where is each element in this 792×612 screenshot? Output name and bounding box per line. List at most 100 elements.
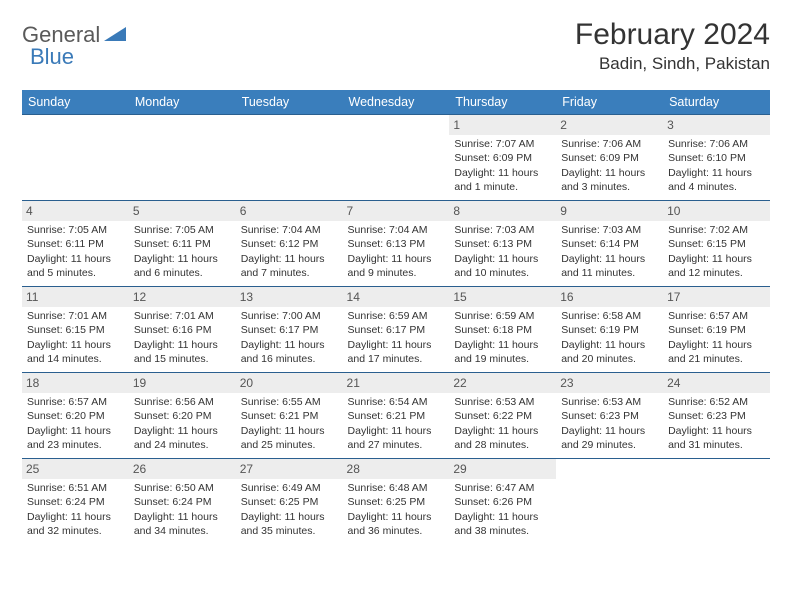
sunrise-text: Sunrise: 6:58 AM (561, 309, 658, 323)
day-number: 6 (236, 201, 343, 221)
location: Badin, Sindh, Pakistan (575, 54, 770, 74)
day-number: 18 (22, 373, 129, 393)
sunset-text: Sunset: 6:20 PM (134, 409, 231, 423)
daylight-text: Daylight: 11 hours and 35 minutes. (241, 510, 338, 538)
sunset-text: Sunset: 6:25 PM (241, 495, 338, 509)
calendar-day-cell: 5Sunrise: 7:05 AMSunset: 6:11 PMDaylight… (129, 201, 236, 287)
calendar-day-cell: 1Sunrise: 7:07 AMSunset: 6:09 PMDaylight… (449, 115, 556, 201)
calendar-day-cell: 9Sunrise: 7:03 AMSunset: 6:14 PMDaylight… (556, 201, 663, 287)
calendar-day-cell: 15Sunrise: 6:59 AMSunset: 6:18 PMDayligh… (449, 287, 556, 373)
sunset-text: Sunset: 6:17 PM (348, 323, 445, 337)
daylight-text: Daylight: 11 hours and 15 minutes. (134, 338, 231, 366)
daylight-text: Daylight: 11 hours and 10 minutes. (454, 252, 551, 280)
daylight-text: Daylight: 11 hours and 1 minute. (454, 166, 551, 194)
sunrise-text: Sunrise: 7:04 AM (241, 223, 338, 237)
calendar-day-cell: 20Sunrise: 6:55 AMSunset: 6:21 PMDayligh… (236, 373, 343, 459)
calendar-week-row: 11Sunrise: 7:01 AMSunset: 6:15 PMDayligh… (22, 287, 770, 373)
day-number: 9 (556, 201, 663, 221)
daylight-text: Daylight: 11 hours and 31 minutes. (668, 424, 765, 452)
calendar-day-cell: 29Sunrise: 6:47 AMSunset: 6:26 PMDayligh… (449, 459, 556, 545)
calendar-day-cell: 24 Sunrise: 6:52 AMSunset: 6:23 PMDayligh… (663, 373, 770, 459)
calendar-day-cell: . (663, 459, 770, 545)
daylight-text: Daylight: 11 hours and 29 minutes. (561, 424, 658, 452)
sunset-text: Sunset: 6:24 PM (134, 495, 231, 509)
calendar-day-cell: 13Sunrise: 7:00 AMSunset: 6:17 PMDayligh… (236, 287, 343, 373)
calendar-day-cell: 25Sunrise: 6:51 AMSunset: 6:24 PMDayligh… (22, 459, 129, 545)
calendar-day-cell: 22Sunrise: 6:53 AMSunset: 6:22 PMDayligh… (449, 373, 556, 459)
calendar-week-row: 4Sunrise: 7:05 AMSunset: 6:11 PMDaylight… (22, 201, 770, 287)
sunset-text: Sunset: 6:16 PM (134, 323, 231, 337)
day-number: 15 (449, 287, 556, 307)
brand-part2-wrap: Blue (30, 44, 74, 70)
sunset-text: Sunset: 6:18 PM (454, 323, 551, 337)
sunrise-text: Sunrise: 7:05 AM (134, 223, 231, 237)
calendar-day-cell: 21Sunrise: 6:54 AMSunset: 6:21 PMDayligh… (343, 373, 450, 459)
sunset-text: Sunset: 6:12 PM (241, 237, 338, 251)
calendar-body: ....1Sunrise: 7:07 AMSunset: 6:09 PMDayl… (22, 115, 770, 545)
daylight-text: Daylight: 11 hours and 23 minutes. (27, 424, 124, 452)
calendar-day-cell: 19Sunrise: 6:56 AMSunset: 6:20 PMDayligh… (129, 373, 236, 459)
day-number: 21 (343, 373, 450, 393)
calendar-day-cell: 11Sunrise: 7:01 AMSunset: 6:15 PMDayligh… (22, 287, 129, 373)
sunrise-text: Sunrise: 6:55 AM (241, 395, 338, 409)
daylight-text: Daylight: 11 hours and 19 minutes. (454, 338, 551, 366)
calendar-week-row: 18Sunrise: 6:57 AMSunset: 6:20 PMDayligh… (22, 373, 770, 459)
day-number: 24 (663, 373, 770, 393)
daylight-text: Daylight: 11 hours and 6 minutes. (134, 252, 231, 280)
sunset-text: Sunset: 6:09 PM (561, 151, 658, 165)
sunset-text: Sunset: 6:13 PM (348, 237, 445, 251)
title-block: February 2024 Badin, Sindh, Pakistan (575, 18, 770, 74)
weekday-header: Wednesday (343, 90, 450, 115)
day-number: 8 (449, 201, 556, 221)
sunrise-text: Sunrise: 7:07 AM (454, 137, 551, 151)
day-number: 25 (22, 459, 129, 479)
day-number: 29 (449, 459, 556, 479)
sunset-text: Sunset: 6:23 PM (668, 409, 765, 423)
daylight-text: Daylight: 11 hours and 11 minutes. (561, 252, 658, 280)
header: General February 2024 Badin, Sindh, Paki… (22, 18, 770, 74)
calendar-day-cell: 14Sunrise: 6:59 AMSunset: 6:17 PMDayligh… (343, 287, 450, 373)
daylight-text: Daylight: 11 hours and 14 minutes. (27, 338, 124, 366)
day-number: 16 (556, 287, 663, 307)
sunrise-text: Sunrise: 7:05 AM (27, 223, 124, 237)
day-number: 22 (449, 373, 556, 393)
sunset-text: Sunset: 6:26 PM (454, 495, 551, 509)
calendar-day-cell: . (236, 115, 343, 201)
daylight-text: Daylight: 11 hours and 5 minutes. (27, 252, 124, 280)
sunrise-text: Sunrise: 6:50 AM (134, 481, 231, 495)
calendar-day-cell: 17Sunrise: 6:57 AMSunset: 6:19 PMDayligh… (663, 287, 770, 373)
day-number: 4 (22, 201, 129, 221)
daylight-text: Daylight: 11 hours and 21 minutes. (668, 338, 765, 366)
day-number: 5 (129, 201, 236, 221)
calendar-day-cell: . (556, 459, 663, 545)
day-number: 2 (556, 115, 663, 135)
calendar-table: Sunday Monday Tuesday Wednesday Thursday… (22, 90, 770, 545)
daylight-text: Daylight: 11 hours and 34 minutes. (134, 510, 231, 538)
sunrise-text: Sunrise: 6:52 AM (668, 395, 765, 409)
weekday-header: Monday (129, 90, 236, 115)
day-number: 10 (663, 201, 770, 221)
calendar-day-cell: . (22, 115, 129, 201)
sunset-text: Sunset: 6:13 PM (454, 237, 551, 251)
calendar-day-cell: 27Sunrise: 6:49 AMSunset: 6:25 PMDayligh… (236, 459, 343, 545)
daylight-text: Daylight: 11 hours and 17 minutes. (348, 338, 445, 366)
weekday-header-row: Sunday Monday Tuesday Wednesday Thursday… (22, 90, 770, 115)
weekday-header: Saturday (663, 90, 770, 115)
calendar-week-row: ....1Sunrise: 7:07 AMSunset: 6:09 PMDayl… (22, 115, 770, 201)
sunset-text: Sunset: 6:22 PM (454, 409, 551, 423)
sunset-text: Sunset: 6:11 PM (27, 237, 124, 251)
calendar-day-cell: 12Sunrise: 7:01 AMSunset: 6:16 PMDayligh… (129, 287, 236, 373)
calendar-day-cell: 16Sunrise: 6:58 AMSunset: 6:19 PMDayligh… (556, 287, 663, 373)
daylight-text: Daylight: 11 hours and 36 minutes. (348, 510, 445, 538)
calendar-day-cell: . (343, 115, 450, 201)
sunrise-text: Sunrise: 7:01 AM (134, 309, 231, 323)
brand-part2: Blue (30, 44, 74, 69)
sunrise-text: Sunrise: 7:06 AM (668, 137, 765, 151)
sunset-text: Sunset: 6:21 PM (348, 409, 445, 423)
day-number: 13 (236, 287, 343, 307)
day-number: 1 (449, 115, 556, 135)
sunrise-text: Sunrise: 7:02 AM (668, 223, 765, 237)
calendar-day-cell: 23Sunrise: 6:53 AMSunset: 6:23 PMDayligh… (556, 373, 663, 459)
day-number: 19 (129, 373, 236, 393)
sunrise-text: Sunrise: 6:47 AM (454, 481, 551, 495)
